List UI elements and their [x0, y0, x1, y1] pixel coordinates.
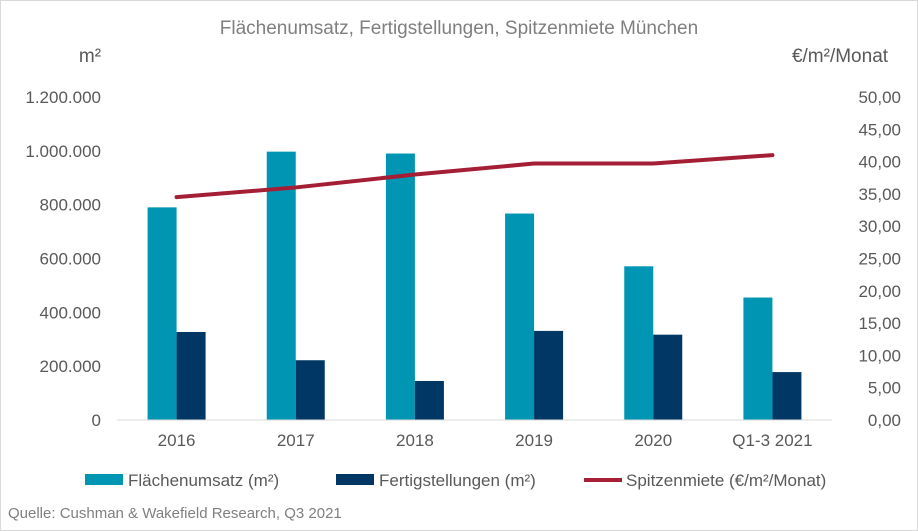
- y-right-tick-label: 15,00: [858, 314, 901, 333]
- y-left-tick-label: 1.200.000: [25, 88, 101, 107]
- legend: Flächenumsatz (m²) Fertigstellungen (m²) S…: [85, 471, 826, 490]
- y-left-tick-label: 400.000: [40, 303, 101, 322]
- bars: [147, 151, 802, 420]
- bar-flaechenumsatz: [266, 151, 296, 420]
- bar-flaechenumsatz: [505, 213, 535, 420]
- y-right-axis: 0,00 5,00 10,00 15,00 20,00 25,00 30,00 35,00 40…: [858, 88, 901, 430]
- bar-fertigstellungen: [534, 330, 564, 420]
- source-note: Quelle: Cushman & Wakefield Research, Q3…: [8, 505, 342, 522]
- y-right-tick-label: 50,00: [858, 88, 901, 107]
- x-tick-label: 2018: [396, 431, 434, 450]
- chart-title: Flächenumsatz, Fertigstellungen, Spitzen…: [220, 18, 698, 39]
- x-tick-label: 2019: [515, 431, 553, 450]
- y-right-unit-label: €/m²/Monat: [792, 46, 889, 67]
- bar-flaechenumsatz: [147, 207, 177, 420]
- y-right-tick-label: 40,00: [858, 153, 901, 172]
- x-tick-label: 2017: [277, 431, 315, 450]
- y-left-tick-label: 600.000: [40, 250, 101, 269]
- x-axis: 2016 2017 2018 2019 2020 Q1-3 2021: [158, 431, 813, 450]
- bar-fertigstellungen: [653, 334, 683, 420]
- rent-line-series: [174, 153, 775, 200]
- bar-fertigstellungen: [414, 380, 444, 420]
- bar-fertigstellungen: [295, 360, 325, 420]
- bar-flaechenumsatz: [385, 153, 415, 420]
- legend-label: Flächenumsatz (m²): [128, 471, 279, 490]
- y-right-tick-label: 30,00: [858, 217, 901, 236]
- legend-item-flaechenumsatz: Flächenumsatz (m²): [85, 471, 279, 490]
- x-tick-label: 2020: [634, 431, 672, 450]
- bar-fertigstellungen: [176, 331, 206, 420]
- y-right-tick-label: 20,00: [858, 282, 901, 301]
- y-right-tick-label: 45,00: [858, 120, 901, 139]
- bar-flaechenumsatz: [743, 297, 773, 420]
- y-left-tick-label: 0: [92, 411, 101, 430]
- legend-swatch: [336, 474, 374, 485]
- legend-swatch: [85, 474, 123, 485]
- y-right-tick-label: 35,00: [858, 185, 901, 204]
- y-left-tick-label: 200.000: [40, 357, 101, 376]
- y-left-tick-label: 1.000.000: [25, 142, 101, 161]
- y-right-tick-label: 25,00: [858, 250, 901, 269]
- y-right-tick-label: 10,00: [858, 346, 901, 365]
- y-left-axis: 0 200.000 400.000 600.000 800.000 1.000.000 1.…: [25, 88, 101, 430]
- rent-line: [174, 153, 775, 200]
- y-left-unit-label: m²: [79, 46, 101, 67]
- y-right-tick-label: 5,00: [868, 379, 901, 398]
- legend-label: Spitzenmiete (€/m²/Monat): [626, 471, 826, 490]
- legend-item-fertigstellungen: Fertigstellungen (m²): [336, 471, 536, 490]
- x-tick-label: Q1-3 2021: [732, 431, 812, 450]
- bar-flaechenumsatz: [624, 266, 654, 420]
- x-tick-label: 2016: [158, 431, 196, 450]
- legend-label: Fertigstellungen (m²): [379, 471, 536, 490]
- legend-item-spitzenmiete: Spitzenmiete (€/m²/Monat): [584, 471, 826, 490]
- y-right-tick-label: 0,00: [868, 411, 901, 430]
- bar-fertigstellungen: [772, 372, 802, 420]
- y-left-tick-label: 800.000: [40, 196, 101, 215]
